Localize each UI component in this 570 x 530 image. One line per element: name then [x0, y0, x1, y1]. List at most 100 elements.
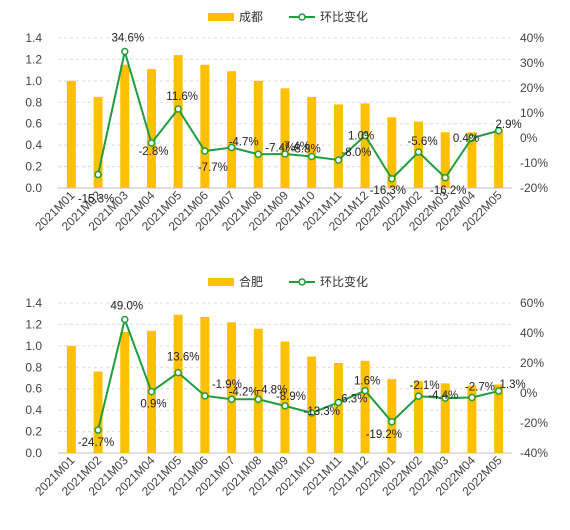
- bar: [227, 322, 237, 453]
- left-axis-tick-label: 0.2: [25, 425, 42, 439]
- data-label: 2.9%: [496, 119, 522, 131]
- bar: [467, 385, 477, 453]
- line-point: [174, 105, 182, 113]
- left-axis-tick-label: 0.4: [25, 403, 42, 417]
- data-label: -5.6%: [408, 136, 438, 148]
- bar: [360, 103, 370, 188]
- bar: [200, 64, 210, 188]
- left-axis-tick-label: 0.4: [25, 138, 42, 152]
- left-axis-tick-label: 0.2: [25, 160, 42, 174]
- line-point: [307, 152, 316, 161]
- data-label: -4.4%: [428, 390, 458, 402]
- bar: [66, 345, 76, 453]
- right-axis-tick-label: -10%: [520, 156, 548, 170]
- legend: 成都 环比变化: [208, 9, 368, 24]
- data-label: 49.0%: [110, 301, 143, 313]
- data-label: -24.7%: [78, 437, 114, 449]
- legend-label: 环比变化: [320, 274, 368, 289]
- data-label: -15.3%: [78, 194, 114, 206]
- line-point: [94, 170, 102, 179]
- left-axis-tick-label: 0.0: [25, 181, 42, 195]
- bar: [360, 360, 370, 453]
- left-axis-tick-label: 1.4: [25, 296, 42, 310]
- data-label: -1.9%: [212, 379, 242, 391]
- right-axis-tick-label: -20%: [520, 181, 548, 195]
- data-label: 34.6%: [111, 33, 144, 45]
- legend-line-marker: [298, 13, 306, 21]
- right-axis-tick-label: 40%: [520, 326, 544, 340]
- bar: [280, 88, 290, 188]
- bar: [307, 356, 317, 453]
- bar: [387, 117, 397, 188]
- bar: [440, 132, 450, 188]
- right-axis-tick-label: 40%: [520, 31, 544, 45]
- left-axis-tick-label: 0.8: [25, 95, 42, 109]
- bar: [440, 383, 450, 453]
- bar: [253, 328, 263, 453]
- line-point: [121, 47, 129, 56]
- bar: [66, 80, 76, 188]
- bar: [93, 371, 103, 453]
- data-label: 0.9%: [140, 399, 166, 411]
- bar: [253, 80, 263, 188]
- right-axis-tick-label: 30%: [520, 56, 544, 70]
- line-point: [281, 402, 289, 410]
- chart-chengdu: 0.0 0.2 0.4 0.6 0.8 1.0 1.2 1.4 -20% -10% 0% 10% 20%…: [25, 9, 548, 234]
- line-point: [468, 393, 476, 402]
- bar: [227, 71, 237, 188]
- bar: [387, 379, 397, 453]
- bar: [333, 363, 343, 453]
- line-point: [121, 315, 129, 324]
- legend-bar-swatch: [208, 13, 234, 21]
- bar: [494, 130, 504, 188]
- data-label: -2.8%: [138, 146, 168, 158]
- data-label: -8.9%: [276, 391, 306, 403]
- legend-line-marker: [298, 278, 306, 286]
- chart-hefei: 0.0 0.2 0.4 0.6 0.8 1.0 1.2 1.4 -40% -20% 0% 20% 40%…: [25, 274, 548, 499]
- series-line: [97, 51, 499, 181]
- data-label: -4.7%: [229, 137, 259, 149]
- line-point: [414, 392, 423, 400]
- bar: [333, 104, 343, 188]
- line-point: [361, 131, 369, 140]
- right-axis-tick-label: 20%: [520, 356, 544, 370]
- data-label: -13.3%: [303, 406, 339, 418]
- line-point: [147, 387, 156, 396]
- line-point: [494, 387, 503, 395]
- legend-label: 合肥: [239, 274, 263, 289]
- right-axis-tick-label: 0%: [520, 131, 538, 145]
- line-point: [94, 426, 102, 434]
- right-axis-tick-label: 60%: [520, 296, 544, 310]
- right-axis-tick-label: -40%: [520, 446, 548, 460]
- legend-label: 成都: [239, 10, 263, 24]
- right-axis-tick-label: -20%: [520, 416, 548, 430]
- data-label: -7.4%: [265, 142, 295, 154]
- left-axis-tick-label: 1.0: [25, 74, 42, 88]
- line-point: [227, 395, 236, 404]
- line-point: [254, 395, 263, 404]
- left-axis-tick-label: 1.4: [25, 31, 42, 45]
- data-label: -16.2%: [430, 185, 466, 197]
- bar: [173, 55, 183, 189]
- data-label: -19.2%: [366, 429, 402, 441]
- line-point: [334, 398, 343, 407]
- left-axis-tick-label: 0.6: [25, 117, 42, 131]
- series-line: [97, 316, 499, 431]
- data-label: -16.3%: [370, 185, 406, 197]
- right-axis-tick-label: 20%: [520, 81, 544, 95]
- data-label: -8.8%: [291, 144, 321, 156]
- data-label: -2.1%: [410, 380, 440, 392]
- right-axis-tick-label: 10%: [520, 106, 544, 120]
- left-axis-tick-label: 1.0: [25, 339, 42, 353]
- legend: 合肥 环比变化: [208, 274, 368, 289]
- line-point: [494, 127, 503, 135]
- left-axis-tick-label: 1.2: [25, 317, 42, 331]
- right-axis-tick-label: 0%: [520, 386, 538, 400]
- bar: [120, 331, 130, 453]
- left-axis-tick-label: 0.6: [25, 382, 42, 396]
- left-axis-tick-label: 1.2: [25, 52, 42, 66]
- line-point: [227, 143, 236, 152]
- line-point: [441, 394, 449, 402]
- data-label: -8.0%: [341, 147, 371, 159]
